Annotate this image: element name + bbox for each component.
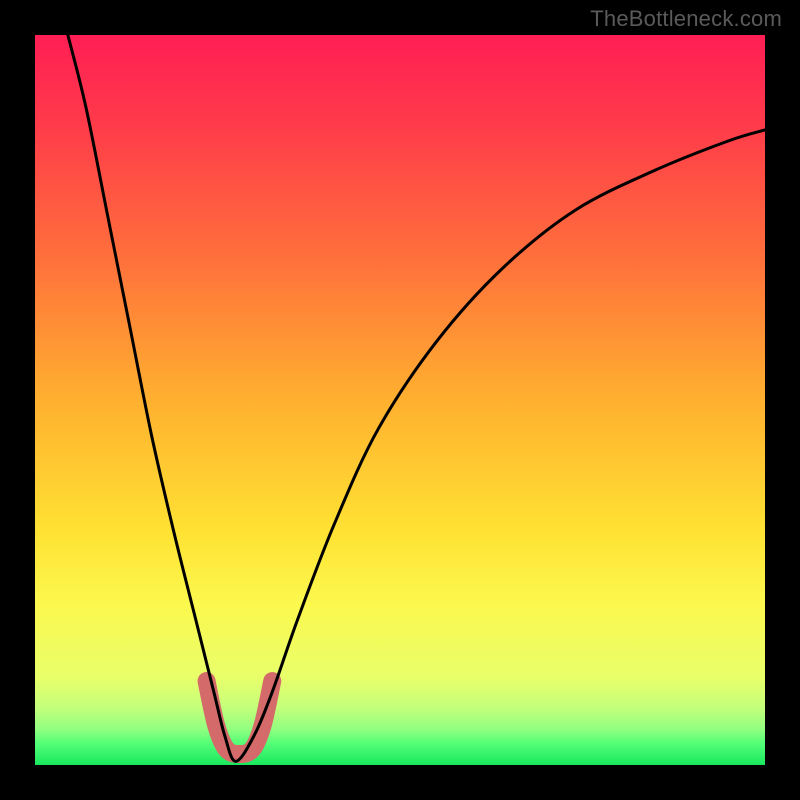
plot-area — [35, 35, 765, 765]
chart-container: TheBottleneck.com — [0, 0, 800, 800]
watermark-text: TheBottleneck.com — [590, 6, 782, 32]
